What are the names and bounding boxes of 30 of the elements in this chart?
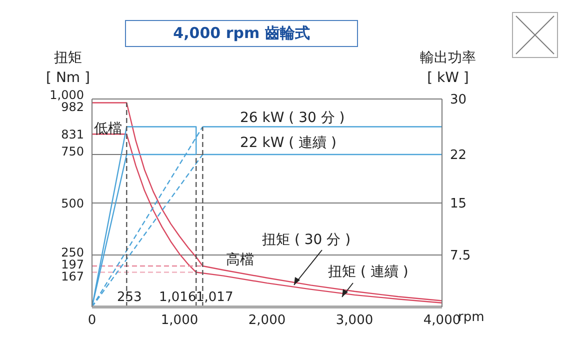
y2-tick-label: 22 <box>450 148 467 164</box>
y-tick-label: 500 <box>61 196 84 210</box>
annotation: 1,017 <box>196 290 234 305</box>
y2-axis-title: 輸出功率 [ kW ] <box>419 49 477 88</box>
annotation: 低檔 <box>94 121 122 137</box>
chart-title: 4,000 rpm 齒輪式 <box>125 20 358 47</box>
x-tick-label: 4,000 <box>423 313 461 328</box>
x-axis-title: rpm <box>458 310 484 325</box>
x-tick-label: 0 <box>88 313 96 328</box>
y-tick-label: 167 <box>61 270 84 284</box>
y2-tick-label: 7.5 <box>450 248 471 264</box>
x-tick-label: 1,000 <box>160 313 198 328</box>
y-tick-label: 1,000 <box>50 88 84 102</box>
annotation: 22 kW ( 連續 ) <box>240 135 336 151</box>
x-tick-label: 3,000 <box>336 313 374 328</box>
annotation: 扭矩 ( 30 分 ) <box>262 232 351 248</box>
annotation: 高檔 <box>226 252 254 268</box>
y-tick-label: 197 <box>61 258 84 272</box>
annotation: 扭矩 ( 連續 ) <box>328 264 408 280</box>
y-tick-label: 250 <box>61 246 84 260</box>
y2-tick-label: 15 <box>450 196 467 212</box>
x-tick-label: 2,000 <box>248 313 286 328</box>
y-axis-title: 扭矩 [ Nm ] <box>45 49 91 88</box>
annotation: 1,016 <box>159 290 196 305</box>
annotation: 26 kW ( 30 分 ) <box>240 110 345 126</box>
y-tick-label: 982 <box>61 100 84 114</box>
y2-tick-label: 30 <box>450 92 467 108</box>
annotation: 253 <box>117 290 142 305</box>
y-tick-label: 831 <box>61 127 84 142</box>
y-tick-label: 750 <box>61 144 84 158</box>
